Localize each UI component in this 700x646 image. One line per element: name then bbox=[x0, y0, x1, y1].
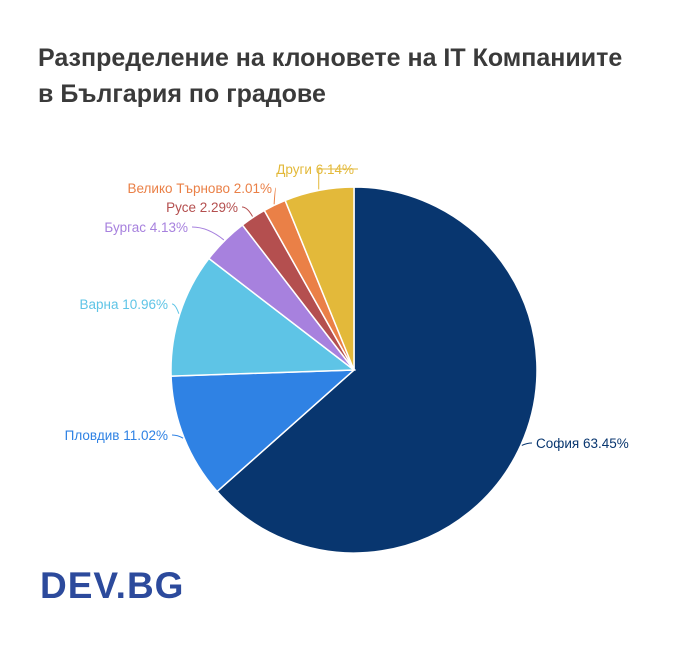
leader-line-5 bbox=[241, 206, 253, 217]
leader-line-7 bbox=[318, 168, 358, 190]
leader-line-3 bbox=[171, 303, 180, 314]
pie-labels: София 63.45% Пловдив 11.02% Варна 10.96% Бу… bbox=[65, 162, 629, 451]
slice-label-7: Други 6.14% bbox=[276, 162, 354, 177]
pie-slices bbox=[170, 186, 538, 554]
leader-line-6 bbox=[273, 187, 277, 205]
pie-slice-3 bbox=[170, 257, 357, 377]
pie-slice-7 bbox=[284, 186, 355, 371]
slice-label-6: Велико Търново 2.01% bbox=[127, 181, 272, 196]
slice-label-3: Варна 10.96% bbox=[79, 297, 168, 312]
pie-slice-2 bbox=[170, 369, 357, 493]
leader-line-4 bbox=[191, 226, 225, 241]
chart-title-line-2: в България по градове bbox=[38, 80, 326, 108]
slice-label-4: Бургас 4.13% bbox=[104, 220, 188, 235]
chart-title-line-1: Разпределение на клоновете на IT Компани… bbox=[38, 44, 623, 72]
slice-label-1: София 63.45% bbox=[536, 436, 629, 451]
leader-line-2 bbox=[171, 434, 184, 439]
pie-leader-lines bbox=[171, 168, 533, 446]
devbg-logo: DEV.BG bbox=[40, 565, 185, 606]
chart-title: Разпределение на клоновете на IT Компани… bbox=[38, 40, 678, 112]
pie-slice-1 bbox=[216, 186, 538, 554]
leader-line-1 bbox=[521, 442, 533, 446]
slice-label-2: Пловдив 11.02% bbox=[65, 428, 168, 443]
slice-label-5: Русе 2.29% bbox=[166, 200, 238, 215]
